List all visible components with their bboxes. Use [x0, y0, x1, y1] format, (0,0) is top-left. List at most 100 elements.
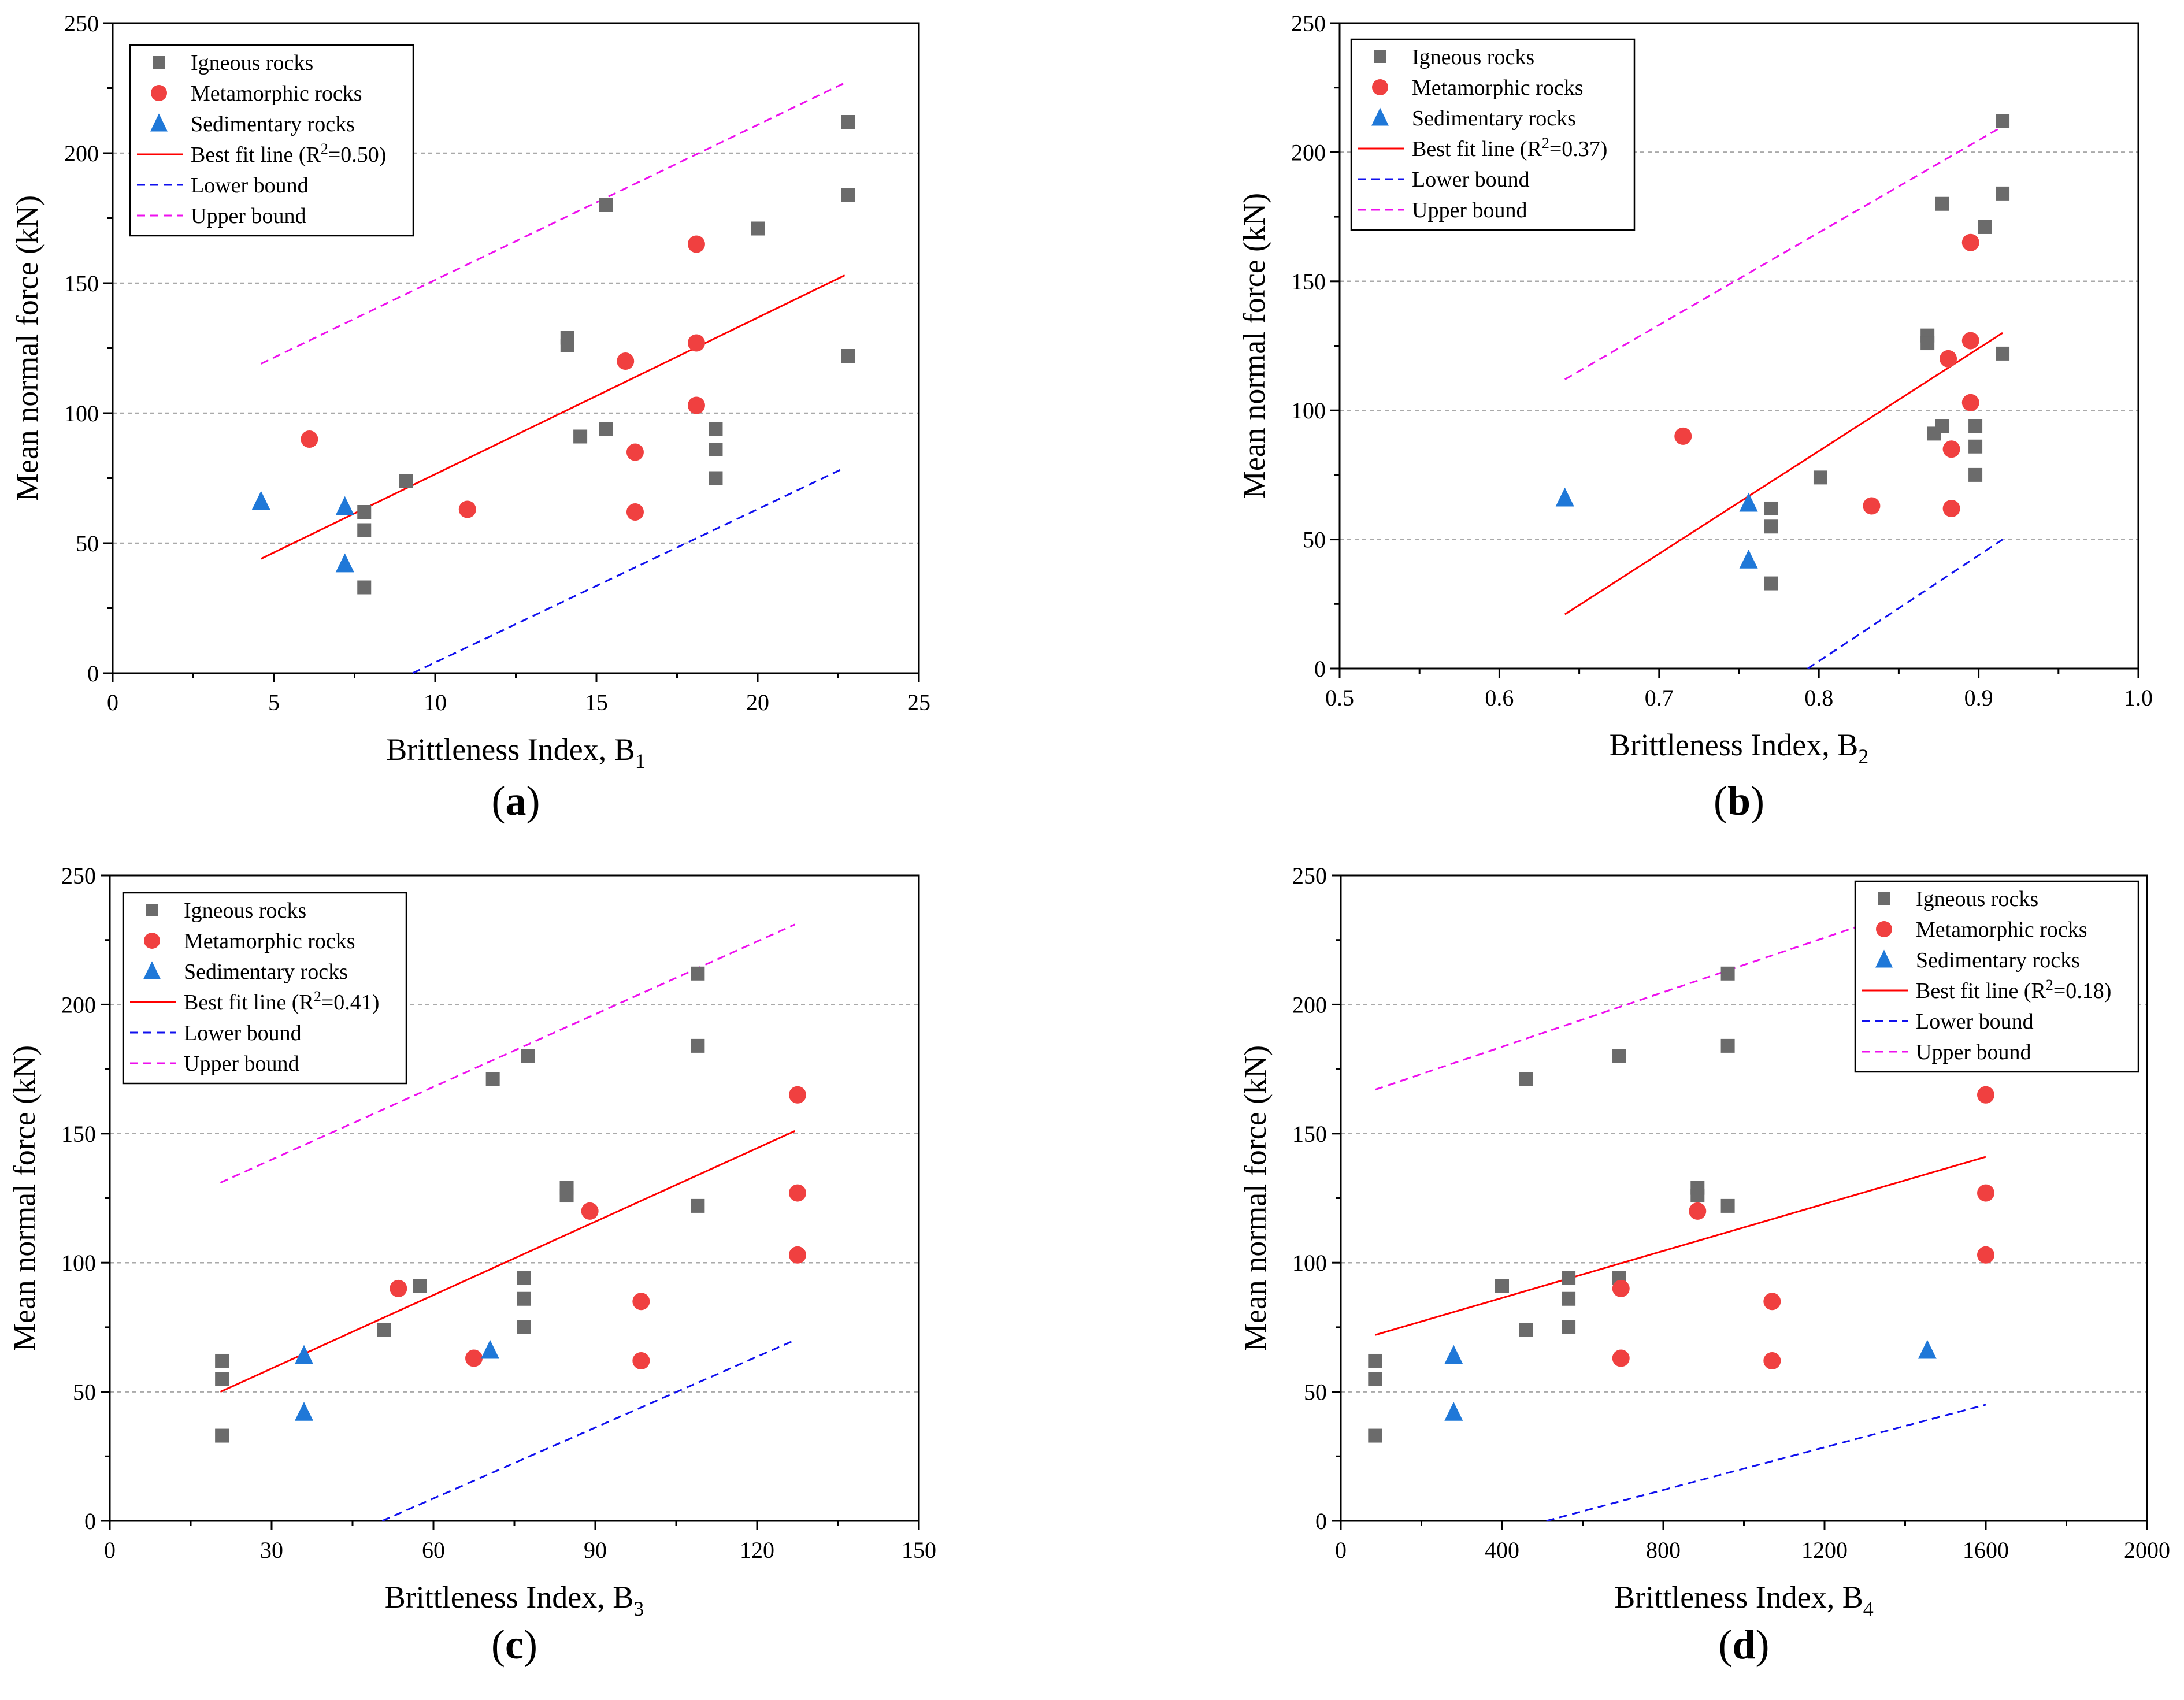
legend-label-metamorphic: Metamorphic rocks — [1916, 918, 2087, 942]
sedimentary-point — [1918, 1339, 1937, 1359]
igneous-point — [215, 1353, 229, 1368]
x-tick-label: 0.5 — [1325, 685, 1354, 711]
legend-label-metamorphic: Metamorphic rocks — [1412, 76, 1584, 100]
igneous-point — [560, 339, 574, 352]
metamorphic-point — [1612, 1349, 1630, 1367]
x-tick-label: 0.9 — [1964, 685, 1993, 711]
y-axis-title: Mean normal force (kN) — [7, 1045, 42, 1351]
igneous-point — [1519, 1323, 1533, 1337]
igneous-point — [357, 505, 372, 519]
igneous-point — [521, 1049, 535, 1063]
y-tick-label: 0 — [1315, 1508, 1327, 1534]
igneous-point — [841, 349, 855, 363]
metamorphic-point — [390, 1279, 407, 1297]
metamorphic-point — [1674, 427, 1692, 445]
igneous-point — [1612, 1049, 1626, 1063]
legend-label-upper: Upper bound — [1412, 198, 1527, 222]
x-tick-label: 120 — [740, 1537, 774, 1563]
y-tick-label: 200 — [1292, 992, 1327, 1018]
igneous-point — [709, 443, 723, 456]
y-tick-label: 100 — [1292, 1250, 1327, 1276]
igneous-point — [1720, 1198, 1735, 1213]
legend: Igneous rocks Metamorphic rocks Sedimentar… — [122, 892, 407, 1085]
igneous-point — [357, 523, 372, 537]
igneous-point — [1720, 1038, 1735, 1053]
panel-label: (c) — [491, 1621, 537, 1668]
lower-bound-line — [412, 467, 846, 674]
metamorphic-point — [1689, 1202, 1707, 1220]
igneous-point — [1368, 1372, 1382, 1386]
legend-sedimentary-symbol — [150, 113, 168, 132]
legend-label-sedimentary: Sedimentary rocks — [191, 112, 355, 136]
best-fit-line — [261, 274, 846, 560]
x-tick-label: 800 — [1646, 1537, 1681, 1563]
igneous-point — [1720, 966, 1735, 981]
y-tick-label: 150 — [1291, 269, 1326, 295]
y-axis-title: Mean normal force (kN) — [1237, 193, 1271, 499]
metamorphic-point — [458, 500, 476, 518]
x-axis-title: Brittleness Index, B3 — [385, 1580, 644, 1620]
panel-label: (b) — [1714, 778, 1764, 824]
metamorphic-point — [1612, 1279, 1630, 1297]
legend-igneous-symbol — [153, 56, 165, 69]
metamorphic-point — [1977, 1086, 1994, 1104]
legend-label-best-fit: Best fit line (R2=0.37) — [1412, 135, 1607, 161]
legend-label-lower: Lower bound — [1916, 1009, 2034, 1034]
igneous-point — [1690, 1189, 1705, 1203]
igneous-point — [559, 1189, 574, 1203]
igneous-point — [1764, 501, 1778, 515]
igneous-point — [1813, 470, 1827, 485]
sedimentary-point — [335, 496, 354, 515]
panel-label: (a) — [492, 778, 540, 824]
metamorphic-point — [1961, 233, 1979, 251]
legend-label-metamorphic: Metamorphic rocks — [191, 81, 362, 106]
y-tick-label: 150 — [61, 1121, 96, 1147]
sedimentary-point — [1739, 549, 1758, 569]
lower-bound-line — [1807, 539, 2003, 670]
igneous-point — [1562, 1320, 1576, 1334]
igneous-point — [1764, 576, 1778, 591]
legend-metamorphic-symbol — [1876, 921, 1892, 937]
legend-label-sedimentary: Sedimentary rocks — [1916, 948, 2080, 973]
igneous-point — [357, 580, 372, 595]
x-tick-label: 150 — [902, 1537, 936, 1563]
legend-label-best-fit: Best fit line (R2=0.41) — [184, 988, 379, 1015]
y-tick-label: 50 — [1303, 527, 1326, 553]
x-tick-label: 20 — [746, 689, 769, 715]
legend-igneous-symbol — [1878, 892, 1890, 905]
sedimentary-point — [1444, 1345, 1463, 1364]
metamorphic-point — [581, 1202, 599, 1220]
x-tick-label: 0.6 — [1485, 685, 1514, 711]
metamorphic-point — [687, 235, 705, 253]
y-tick-label: 100 — [61, 1250, 96, 1276]
igneous-point — [573, 429, 588, 444]
sedimentary-point — [481, 1339, 499, 1359]
metamorphic-point — [1977, 1246, 1994, 1264]
x-tick-label: 0 — [1335, 1537, 1347, 1563]
igneous-point — [517, 1320, 531, 1334]
sedimentary-point — [1444, 1401, 1463, 1421]
legend-box — [122, 892, 407, 1085]
legend-label-upper: Upper bound — [191, 204, 306, 228]
x-tick-label: 5 — [268, 689, 280, 715]
x-tick-label: 25 — [907, 689, 930, 715]
x-tick-label: 1600 — [1963, 1537, 2009, 1563]
legend-sedimentary-symbol — [1875, 949, 1893, 968]
legend: Igneous rocks Metamorphic rocks Sedimentar… — [129, 44, 414, 237]
legend-label-lower: Lower bound — [184, 1021, 302, 1045]
igneous-point — [413, 1279, 427, 1293]
legend-label-lower: Lower bound — [191, 173, 309, 198]
metamorphic-point — [789, 1184, 806, 1202]
legend-label-metamorphic: Metamorphic rocks — [184, 929, 355, 953]
metamorphic-point — [617, 352, 635, 370]
igneous-point — [599, 422, 613, 436]
metamorphic-point — [465, 1349, 483, 1367]
legend-label-upper: Upper bound — [1916, 1040, 2031, 1064]
legend-label-lower: Lower bound — [1412, 168, 1530, 192]
best-fit-line — [220, 1130, 795, 1393]
y-tick-label: 100 — [64, 400, 99, 426]
x-tick-label: 0 — [107, 689, 118, 715]
best-fit-line — [1374, 1156, 1986, 1336]
x-axis-title: Brittleness Index, B1 — [386, 732, 645, 773]
